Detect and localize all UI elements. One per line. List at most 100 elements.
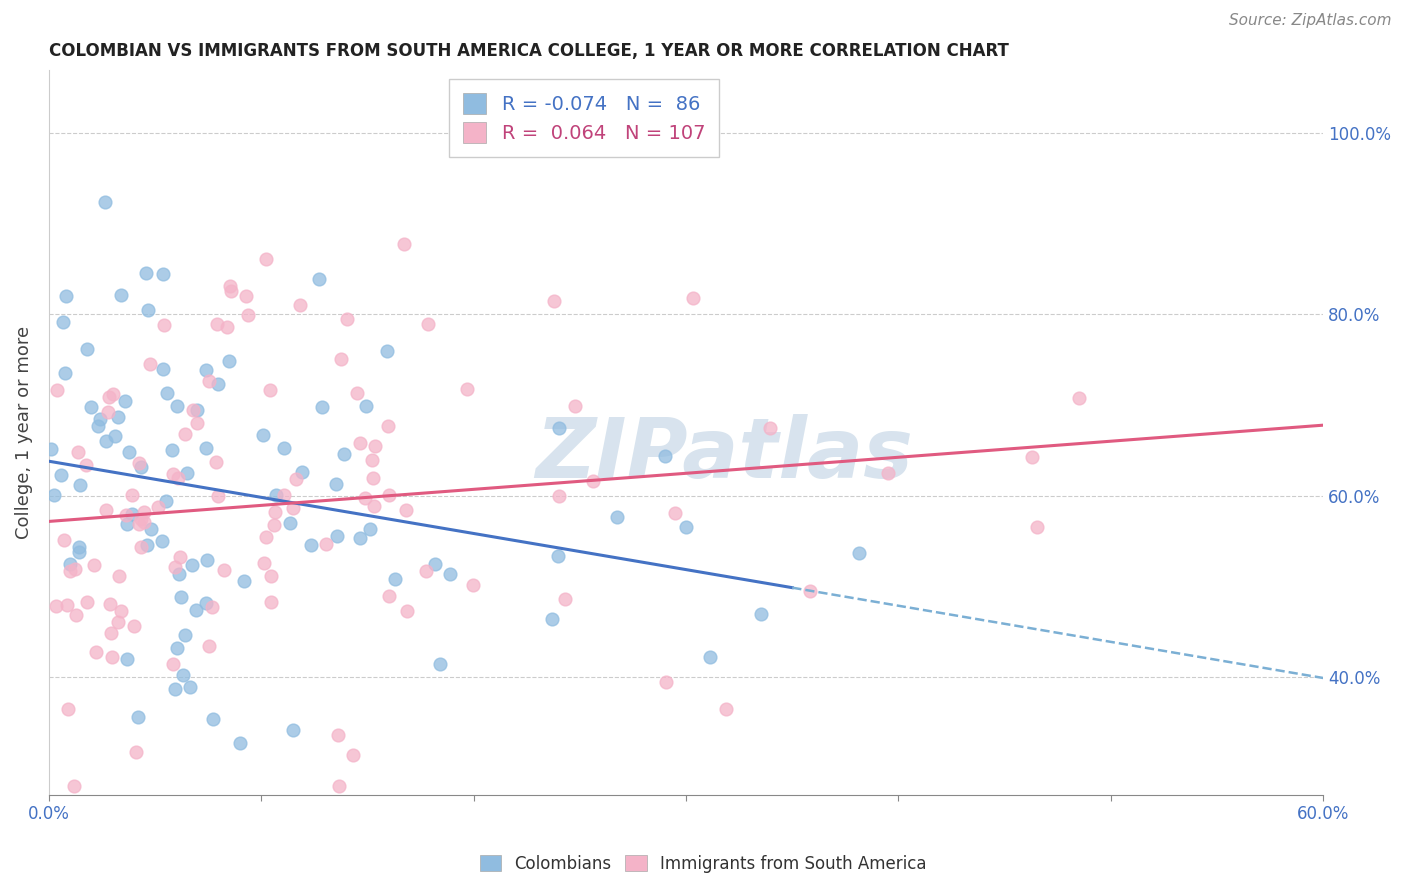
Point <box>377 419 399 434</box>
Point <box>547 489 569 503</box>
Point <box>266 488 288 502</box>
Point <box>264 505 287 519</box>
Point <box>349 435 371 450</box>
Point <box>554 591 576 606</box>
Point <box>346 385 368 400</box>
Point <box>194 362 217 376</box>
Point <box>207 377 229 392</box>
Point <box>238 309 260 323</box>
Point <box>96 503 118 517</box>
Point <box>59 564 82 578</box>
Point <box>139 522 162 536</box>
Point <box>377 590 399 604</box>
Point <box>104 429 127 443</box>
Point <box>162 467 184 482</box>
Point <box>654 449 676 463</box>
Point <box>46 384 69 398</box>
Point <box>200 600 222 615</box>
Point <box>97 405 120 419</box>
Point <box>169 567 191 582</box>
Point <box>349 532 371 546</box>
Point <box>136 302 159 317</box>
Point <box>160 442 183 457</box>
Point <box>228 736 250 750</box>
Point <box>548 421 571 435</box>
Point <box>281 500 304 515</box>
Point <box>195 441 218 455</box>
Point <box>63 779 86 793</box>
Point <box>215 320 238 334</box>
Point <box>169 550 191 565</box>
Legend: Colombians, Immigrants from South America: Colombians, Immigrants from South Americ… <box>472 848 934 880</box>
Point <box>547 549 569 563</box>
Point <box>280 516 302 530</box>
Point <box>198 639 221 653</box>
Point <box>606 510 628 524</box>
Point <box>281 723 304 738</box>
Point <box>110 288 132 302</box>
Point <box>98 390 121 404</box>
Point <box>207 489 229 503</box>
Point <box>848 546 870 560</box>
Point <box>1026 520 1049 534</box>
Point <box>156 385 179 400</box>
Point <box>429 657 451 671</box>
Point <box>114 394 136 409</box>
Point <box>181 402 204 417</box>
Point <box>235 289 257 303</box>
Point <box>89 411 111 425</box>
Point <box>67 545 90 559</box>
Point <box>114 508 136 522</box>
Point <box>69 478 91 492</box>
Point <box>273 442 295 456</box>
Point <box>93 195 115 210</box>
Point <box>308 271 330 285</box>
Point <box>682 291 704 305</box>
Point <box>759 421 782 435</box>
Point <box>252 428 274 442</box>
Point <box>1067 391 1090 405</box>
Point <box>122 619 145 633</box>
Point <box>1021 450 1043 464</box>
Point <box>799 583 821 598</box>
Legend: R = -0.074   N =  86, R =  0.064   N = 107: R = -0.074 N = 86, R = 0.064 N = 107 <box>450 79 718 157</box>
Point <box>152 362 174 376</box>
Point <box>179 681 201 695</box>
Point <box>165 681 187 696</box>
Point <box>195 596 218 610</box>
Point <box>582 474 605 488</box>
Point <box>299 538 322 552</box>
Point <box>184 603 207 617</box>
Point <box>52 533 75 548</box>
Point <box>361 471 384 485</box>
Point <box>166 641 188 656</box>
Point <box>132 505 155 519</box>
Point <box>394 237 416 252</box>
Point <box>284 472 307 486</box>
Point <box>45 599 67 613</box>
Point <box>167 471 190 485</box>
Point <box>150 533 173 548</box>
Point <box>181 558 204 572</box>
Point <box>254 252 277 266</box>
Point <box>86 419 108 434</box>
Text: Source: ZipAtlas.com: Source: ZipAtlas.com <box>1229 13 1392 29</box>
Point <box>108 569 131 583</box>
Point <box>749 607 772 621</box>
Point <box>311 400 333 414</box>
Point <box>664 506 686 520</box>
Point <box>162 657 184 672</box>
Point <box>63 561 86 575</box>
Point <box>375 343 398 358</box>
Point <box>176 466 198 480</box>
Point <box>363 500 385 514</box>
Point <box>129 541 152 555</box>
Point <box>44 488 66 502</box>
Point <box>330 351 353 366</box>
Point <box>121 508 143 522</box>
Point <box>273 488 295 502</box>
Point <box>218 278 240 293</box>
Point <box>259 383 281 397</box>
Point <box>205 455 228 469</box>
Point <box>384 572 406 586</box>
